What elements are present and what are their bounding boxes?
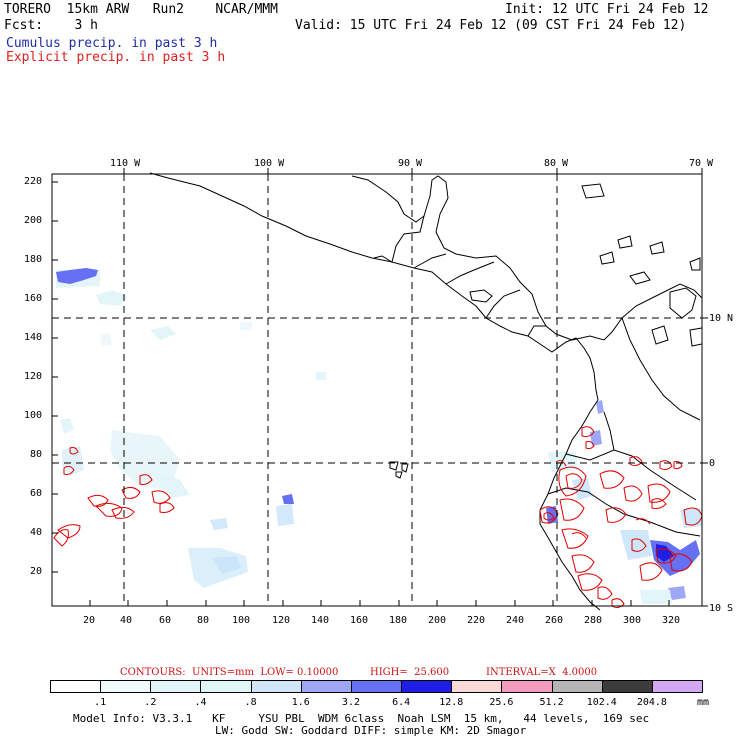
valid-time: Valid: 15 UTC Fri 24 Feb 12 (09 CST Fri … — [295, 18, 687, 33]
model-title: TORERO 15km ARW Run2 NCAR/MMM — [4, 2, 278, 17]
colorbar-swatch — [250, 680, 302, 693]
x-tick: 120 — [272, 615, 291, 626]
explicit-legend: Explicit precip. in past 3 h — [6, 50, 226, 65]
axis-ticks — [52, 168, 708, 607]
x-tick: 300 — [623, 615, 642, 626]
x-tick: 60 — [159, 615, 172, 626]
y-tick: 20 — [30, 566, 43, 577]
contours-info-high: HIGH= 25.600 — [370, 667, 450, 678]
x-tick: 180 — [389, 615, 408, 626]
x-tick: 280 — [584, 615, 603, 626]
cumulus-legend: Cumulus precip. in past 3 h — [6, 36, 218, 51]
colorbar-label: 25.6 — [489, 697, 514, 708]
colorbar-swatch — [300, 680, 352, 693]
colorbar-swatch — [200, 680, 252, 693]
colorbar-swatch — [401, 680, 453, 693]
contours-info-label: CONTOURS: UNITS=mm LOW= 0.10000 — [120, 667, 339, 678]
colorbar-label: 102.4 — [586, 697, 617, 708]
y-tick: 200 — [24, 215, 43, 226]
x-tick: 80 — [197, 615, 210, 626]
colorbar-swatch — [451, 680, 503, 693]
colorbar-label: .4 — [194, 697, 207, 708]
lon-label-80w: 80 W — [544, 158, 569, 169]
colorbar-label: .1 — [94, 697, 107, 708]
colorbar-label: 204.8 — [636, 697, 667, 708]
forecast-hour: Fcst: 3 h — [4, 18, 98, 33]
colorbar-label: 12.8 — [439, 697, 464, 708]
x-tick: 20 — [83, 615, 96, 626]
lat-label-10n: 10 N — [709, 313, 734, 324]
y-tick: 120 — [24, 371, 43, 382]
colorbar-label: 6.4 — [392, 697, 411, 708]
colorbar-label: 1.6 — [291, 697, 310, 708]
x-tick: 320 — [662, 615, 681, 626]
y-tick: 140 — [24, 332, 43, 343]
colorbar-label: .2 — [144, 697, 157, 708]
colorbar-swatch — [50, 680, 102, 693]
colorbar-swatch — [651, 680, 703, 693]
lon-label-90w: 90 W — [398, 158, 423, 169]
lon-label-110w: 110 W — [110, 158, 141, 169]
y-tick: 80 — [30, 449, 43, 460]
x-tick: 40 — [120, 615, 133, 626]
x-tick: 240 — [506, 615, 525, 626]
model-info-line1: Model Info: V3.3.1 KF YSU PBL WDM 6class… — [73, 712, 650, 725]
colorbar-swatch — [601, 680, 653, 693]
explicit-precip-contours — [53, 426, 703, 609]
lat-label-10s: 10 S — [709, 603, 734, 614]
init-time: Init: 12 UTC Fri 24 Feb 12 — [505, 2, 709, 17]
y-tick: 160 — [24, 293, 43, 304]
precip-map — [51, 168, 708, 611]
lon-label-100w: 100 W — [254, 158, 285, 169]
coastlines — [149, 172, 703, 611]
x-tick: 100 — [232, 615, 251, 626]
y-tick: 220 — [24, 176, 43, 187]
x-tick: 200 — [428, 615, 447, 626]
y-tick: 40 — [30, 527, 43, 538]
y-tick: 100 — [24, 410, 43, 421]
x-tick: 220 — [467, 615, 486, 626]
colorbar-swatch — [551, 680, 603, 693]
x-tick: 260 — [545, 615, 564, 626]
y-tick: 180 — [24, 254, 43, 265]
colorbar-swatch — [100, 680, 152, 693]
map-frame — [51, 173, 703, 607]
grid-lines — [52, 174, 702, 606]
y-tick: 60 — [30, 488, 43, 499]
lon-label-70w: 70 W — [689, 158, 714, 169]
colorbar-unit: mm — [697, 697, 710, 708]
x-tick: 160 — [350, 615, 369, 626]
contours-info-interval: INTERVAL=X 4.0000 — [486, 667, 598, 678]
x-tick: 140 — [311, 615, 330, 626]
lat-label-0: 0 — [709, 458, 716, 469]
colorbar-label: 3.2 — [341, 697, 360, 708]
colorbar-swatch — [350, 680, 403, 693]
colorbar-swatch — [150, 680, 202, 693]
colorbar-swatch — [501, 680, 553, 693]
model-info-line2: LW: Godd SW: Goddard DIFF: simple KM: 2D… — [215, 724, 527, 737]
colorbar-label: 51.2 — [539, 697, 564, 708]
colorbar-label: .8 — [244, 697, 257, 708]
